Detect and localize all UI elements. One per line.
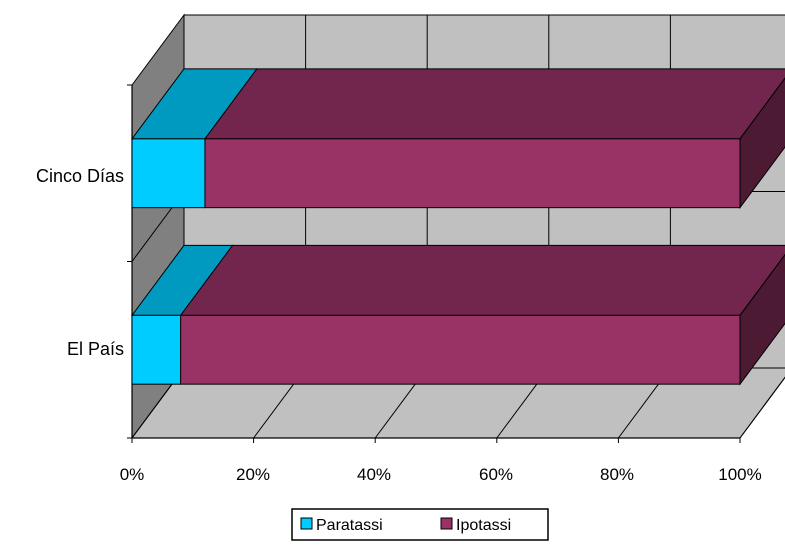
- bar-ipotassi: [180, 314, 741, 385]
- x-tick-label: 20%: [236, 465, 270, 484]
- axes-layer: 0% 20% 40% 60% 80% 100% Cinco Días El Pa…: [36, 166, 762, 484]
- legend-swatch-paratassi: [300, 517, 313, 530]
- category-label-cinco-dias: Cinco Días: [36, 166, 124, 186]
- x-tick-label: 0%: [120, 465, 145, 484]
- legend-label-paratassi: Paratassi: [316, 517, 383, 534]
- x-tick-label: 40%: [357, 465, 391, 484]
- bars-layer: [131, 68, 785, 386]
- x-tick-label: 60%: [479, 465, 513, 484]
- bar-ipotassi: [204, 138, 741, 209]
- legend-box: [291, 508, 549, 541]
- legend-label-ipotassi: Ipotassi: [456, 517, 511, 534]
- bar-top-ipotassi: [179, 244, 785, 316]
- bar-top-ipotassi: [203, 68, 785, 140]
- x-tick-label: 100%: [718, 465, 761, 484]
- bar-paratassi: [131, 314, 182, 385]
- category-label-el-pais: El País: [67, 339, 124, 359]
- legend: Paratassi Ipotassi: [291, 508, 549, 541]
- bar-side-ipotassi: [739, 77, 785, 210]
- gridline-floor: [739, 376, 785, 439]
- bar-paratassi: [131, 138, 206, 209]
- legend-swatch-ipotassi: [440, 517, 453, 530]
- x-tick-label: 80%: [600, 465, 634, 484]
- bar-side-ipotassi: [739, 253, 785, 386]
